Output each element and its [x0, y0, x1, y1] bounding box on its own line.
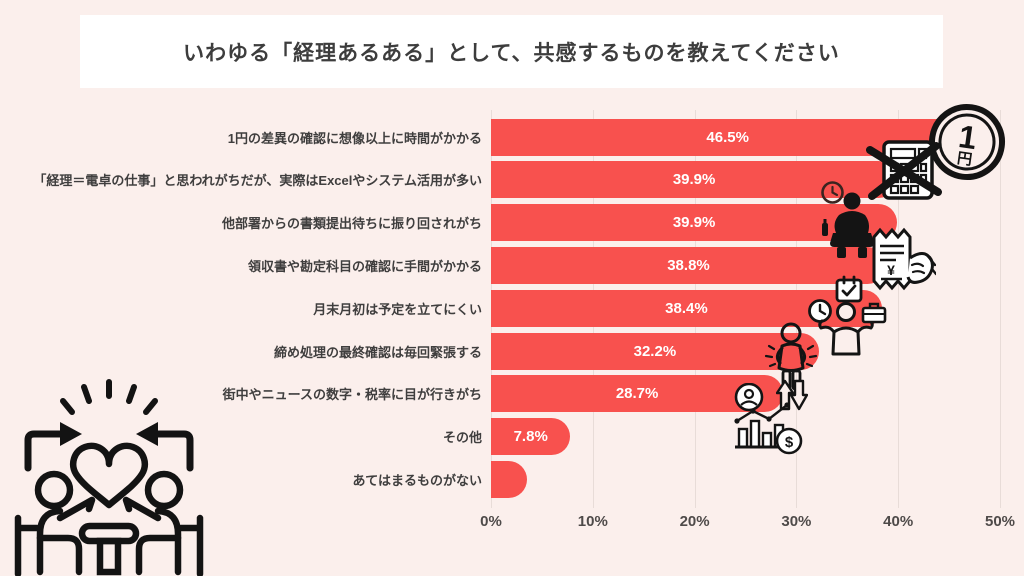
category-label: 月末月初は予定を立てにくい [313, 301, 482, 317]
bar-row: 領収書や勘定科目の確認に手間がかかる 38.8% [0, 246, 1010, 284]
bar-value-label: 39.9% [672, 214, 716, 232]
bar-row: 締め処理の最終確認は毎回緊張する 32.2% [0, 332, 1010, 370]
bar-value-label: 7.8% [513, 428, 548, 446]
shrug-person-icon [817, 302, 875, 356]
x-axis-tick-label: 30% [781, 513, 812, 530]
bar-chart: 1円の差異の確認に想像以上に時間がかかる 46.5% 「経理＝電卓の仕事」と思わ… [0, 110, 1010, 508]
bar-value-label: 38.4% [665, 299, 708, 317]
sitting-worker-icon [822, 192, 876, 258]
category-label: 1円の差異の確認に想像以上に時間がかかる [227, 130, 482, 146]
dollar-symbol: $ [785, 434, 794, 451]
calendar-check-icon [835, 275, 863, 303]
bar: 39.9% [491, 161, 898, 199]
x-axis-tick-label: 40% [883, 513, 914, 530]
bar-row: 他部署からの書類提出待ちに振り回されがち 39.9% [0, 204, 1010, 242]
category-label: 「経理＝電卓の仕事」と思われがちだが、実際はExcelやシステム活用が多い [33, 173, 482, 189]
bar-value-label: 46.5% [706, 128, 749, 146]
category-label: 他部署からの書類提出待ちに振り回されがち [221, 216, 482, 232]
bar-row: その他 7.8% [0, 418, 1010, 456]
small-clock-icon [820, 180, 845, 205]
x-axis: 0% 10% 20% 30% 40% 50% [480, 513, 1015, 533]
category-label: 締め処理の最終確認は毎回緊張する [273, 344, 482, 360]
one-yen-coin-icon: 1 円 [926, 102, 1008, 182]
meeting-table-heart-illustration [4, 372, 214, 576]
bar-row: 街中やニュースの数字・税率に目が行きがち 28.7% [0, 375, 1010, 413]
bar-row: あてはまるものがない [0, 460, 1010, 498]
bar: 7.8% [491, 418, 571, 456]
calculator-crossed-icon [864, 134, 944, 204]
category-label: 領収書や勘定科目の確認に手間がかかる [247, 258, 482, 274]
bar: 28.7% [491, 375, 784, 413]
gridline [1000, 110, 1001, 508]
bar-value-label: 38.8% [667, 256, 710, 274]
bar-value-label: 28.7% [615, 385, 659, 403]
up-down-arrows-icon [776, 377, 808, 413]
receipt-yen-symbol: ¥ [887, 262, 895, 278]
category-label: 街中やニュースの数字・税率に目が行きがち [222, 387, 482, 403]
bar [491, 460, 527, 498]
coin-text-yen: 円 [956, 150, 973, 169]
bar-row: 1円の差異の確認に想像以上に時間がかかる 46.5% [0, 118, 1010, 156]
coin-text-1: 1 [956, 118, 979, 156]
bar-value-label: 32.2% [633, 342, 677, 360]
x-axis-tick-label: 50% [984, 513, 1016, 530]
bar: 39.9% [491, 204, 898, 242]
bar-row: 「経理＝電卓の仕事」と思われがちだが、実際はExcelやシステム活用が多い 39… [0, 161, 1010, 199]
gridline [898, 110, 900, 508]
x-axis-tick-label: 10% [577, 513, 608, 530]
category-label: あてはまるものがない [352, 472, 482, 488]
x-axis-tick-label: 0% [480, 513, 502, 530]
title-box: いわゆる「経理あるある」として、共感するものを教えてください [80, 15, 943, 88]
category-label: その他 [442, 430, 482, 446]
finance-chart-person-icon: $ [731, 383, 803, 455]
bar-value-label: 39.9% [672, 171, 716, 189]
briefcase-icon [861, 300, 887, 324]
bar: 32.2% [491, 332, 819, 370]
receipt-in-hand-icon: ¥ [868, 224, 936, 298]
x-axis-tick-label: 20% [679, 513, 710, 530]
bar: 38.8% [491, 246, 886, 284]
page-title: いわゆる「経理あるある」として、共感するものを教えてください [183, 41, 840, 65]
